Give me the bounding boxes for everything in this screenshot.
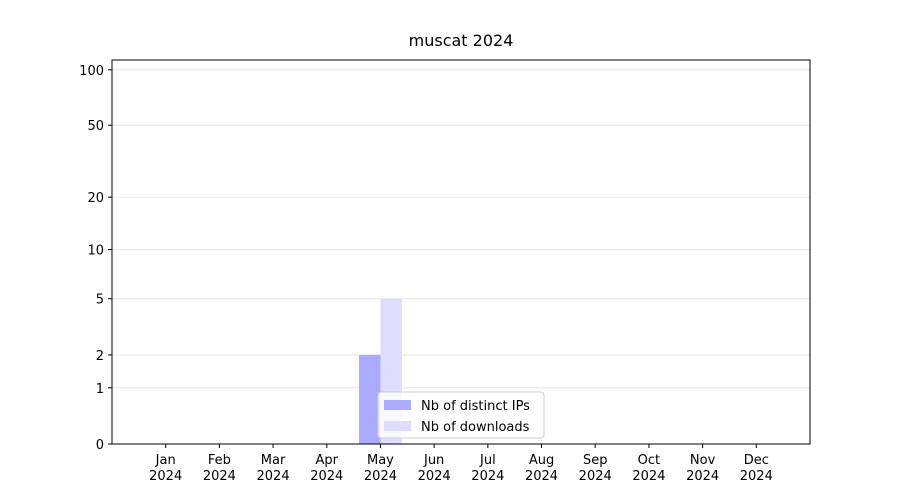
legend-box <box>377 391 545 439</box>
x-tick-label: Sep 2024 <box>578 453 612 484</box>
x-tick-label: Jul 2024 <box>471 453 505 484</box>
legend-swatch <box>384 421 411 431</box>
x-tick-label: Aug 2024 <box>524 453 559 484</box>
x-tick-label: Nov 2024 <box>686 453 720 484</box>
bar <box>358 354 381 444</box>
x-tick-label: Oct 2024 <box>632 453 666 484</box>
y-tick-label: 10 <box>87 244 104 259</box>
y-tick-label: 20 <box>87 191 104 206</box>
x-tick-label: Jan 2024 <box>149 453 183 484</box>
legend: Nb of distinct IPs Nb of downloads <box>377 391 545 439</box>
x-tick-label: Apr 2024 <box>310 453 344 484</box>
plot-frame <box>111 59 811 445</box>
chart-title: muscat 2024 <box>409 31 514 50</box>
y-tick-label: 100 <box>79 64 104 79</box>
x-tick-label: Dec 2024 <box>739 453 773 484</box>
legend-label: Nb of downloads <box>421 420 530 435</box>
x-tick-label: May 2024 <box>363 453 397 484</box>
x-tick-label: Feb 2024 <box>202 453 236 484</box>
legend-swatch <box>384 400 411 410</box>
x-tick-label: Jun 2024 <box>417 453 451 484</box>
legend-label: Nb of distinct IPs <box>421 399 530 414</box>
y-tick-label: 5 <box>96 293 104 308</box>
y-tick-label: 1 <box>96 382 104 397</box>
x-tick-label: Mar 2024 <box>256 453 290 484</box>
y-tick-label: 0 <box>96 438 104 453</box>
y-tick-label: 50 <box>87 119 104 134</box>
y-tick-label: 2 <box>96 349 104 364</box>
